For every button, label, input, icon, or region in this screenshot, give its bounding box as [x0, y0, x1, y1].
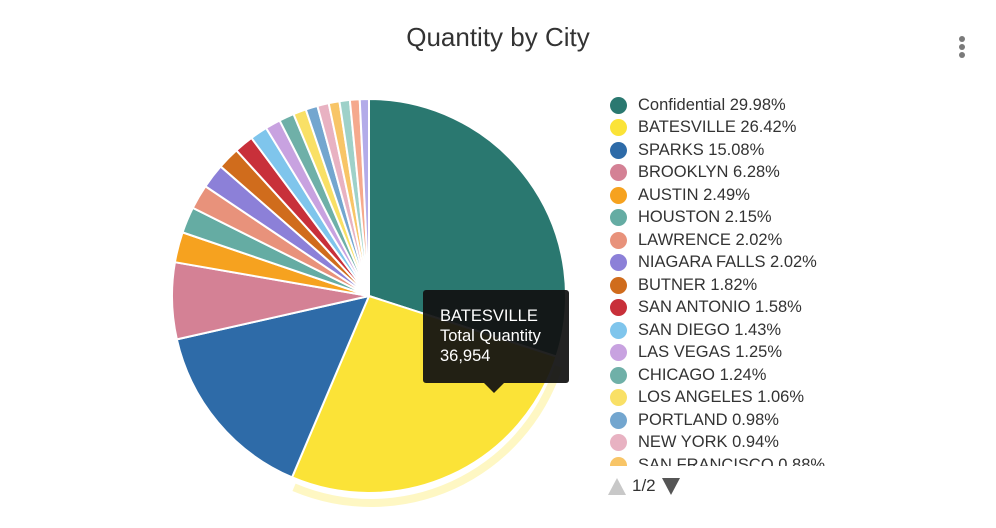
legend-swatch: [610, 434, 627, 452]
more-options-icon[interactable]: [950, 34, 974, 60]
legend-item[interactable]: SAN FRANCISCO 0.88%: [610, 454, 910, 466]
legend-swatch: [610, 164, 627, 182]
legend-label: SAN FRANCISCO 0.88%: [638, 455, 826, 466]
tooltip-city: BATESVILLE: [440, 307, 538, 325]
legend-page-indicator: 1/2: [632, 476, 656, 495]
legend-label: HOUSTON 2.15%: [638, 208, 772, 227]
legend-label: LAS VEGAS 1.25%: [638, 343, 782, 362]
legend-label: BUTNER 1.82%: [638, 275, 758, 294]
legend-swatch: [610, 344, 627, 362]
legend-label: BROOKLYN 6.28%: [638, 163, 780, 182]
legend-label: PORTLAND 0.98%: [638, 410, 779, 429]
legend-swatch: [610, 321, 627, 339]
legend-item[interactable]: CHICAGO 1.24%: [610, 364, 910, 387]
tooltip-value: 36,954: [440, 347, 491, 365]
legend-swatch: [610, 209, 627, 227]
legend-item[interactable]: BUTNER 1.82%: [610, 274, 910, 297]
legend-item[interactable]: NEW YORK 0.94%: [610, 432, 910, 455]
legend-item[interactable]: LAWRENCE 2.02%: [610, 229, 910, 252]
legend-swatch: [610, 366, 627, 384]
tooltip-pointer: [484, 383, 504, 393]
legend-label: NEW YORK 0.94%: [638, 433, 779, 452]
legend-swatch: [610, 276, 627, 294]
legend-item[interactable]: AUSTIN 2.49%: [610, 184, 910, 207]
legend-swatch: [610, 141, 627, 159]
legend-pager: 1/2: [608, 475, 680, 497]
pie-slice[interactable]: [175, 295, 370, 479]
legend-swatch: [610, 186, 627, 204]
legend-label: SAN ANTONIO 1.58%: [638, 298, 802, 317]
highlight-halo: [292, 365, 563, 507]
legend-label: NIAGARA FALLS 2.02%: [638, 253, 817, 272]
legend-item[interactable]: Confidential 29.98%: [610, 94, 910, 117]
legend-swatch: [610, 96, 627, 114]
legend-item[interactable]: LOS ANGELES 1.06%: [610, 387, 910, 410]
tooltip-measure: Total Quantity: [440, 327, 541, 345]
triangle-up-icon[interactable]: [608, 477, 626, 495]
legend-swatch: [610, 299, 627, 317]
legend-item[interactable]: BROOKLYN 6.28%: [610, 162, 910, 185]
legend-swatch: [610, 119, 627, 137]
pie-slice[interactable]: [358, 98, 370, 297]
legend-item[interactable]: SPARKS 15.08%: [610, 139, 910, 162]
legend-swatch: [610, 456, 627, 466]
chart-title: Quantity by City: [406, 22, 590, 52]
triangle-down-icon[interactable]: [661, 477, 680, 495]
legend-label: LAWRENCE 2.02%: [638, 230, 783, 249]
legend-label: SPARKS 15.08%: [638, 140, 765, 159]
legend-label: Confidential 29.98%: [638, 95, 786, 114]
legend-item[interactable]: BATESVILLE 26.42%: [610, 117, 910, 140]
legend-label: AUSTIN 2.49%: [638, 185, 750, 204]
legend-swatch: [610, 389, 627, 407]
legend-item[interactable]: SAN ANTONIO 1.58%: [610, 297, 910, 320]
legend-label: CHICAGO 1.24%: [638, 365, 767, 384]
legend-swatch: [610, 411, 627, 429]
legend-label: BATESVILLE 26.42%: [638, 118, 797, 137]
legend-label: SAN DIEGO 1.43%: [638, 320, 782, 339]
legend-item[interactable]: LAS VEGAS 1.25%: [610, 342, 910, 365]
chart-tooltip: BATESVILLE Total Quantity 36,954: [423, 290, 569, 393]
legend-label: LOS ANGELES 1.06%: [638, 388, 805, 407]
legend-item[interactable]: HOUSTON 2.15%: [610, 207, 910, 230]
legend-swatch: [610, 254, 627, 272]
legend-item[interactable]: NIAGARA FALLS 2.02%: [610, 252, 910, 275]
legend-swatch: [610, 231, 627, 249]
legend: Confidential 29.98% BATESVILLE 26.42% SPAR…: [610, 94, 910, 466]
legend-item[interactable]: PORTLAND 0.98%: [610, 409, 910, 432]
legend-item[interactable]: SAN DIEGO 1.43%: [610, 319, 910, 342]
